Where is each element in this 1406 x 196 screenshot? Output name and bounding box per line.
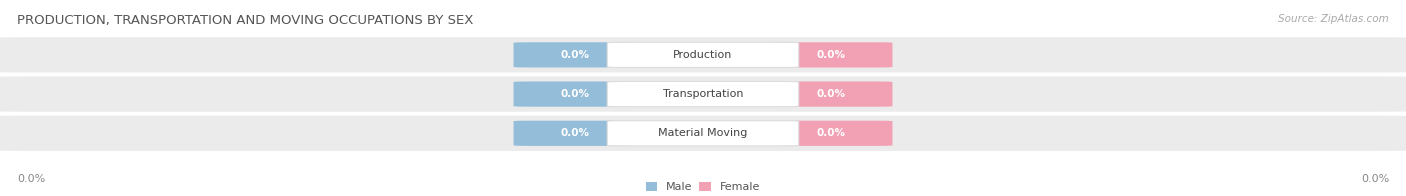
- FancyBboxPatch shape: [770, 82, 893, 107]
- Text: 0.0%: 0.0%: [817, 50, 845, 60]
- FancyBboxPatch shape: [0, 116, 1406, 151]
- FancyBboxPatch shape: [0, 76, 1406, 112]
- Text: 0.0%: 0.0%: [561, 50, 589, 60]
- FancyBboxPatch shape: [0, 37, 1406, 73]
- FancyBboxPatch shape: [770, 121, 893, 146]
- FancyBboxPatch shape: [607, 121, 799, 146]
- FancyBboxPatch shape: [513, 82, 636, 107]
- Text: 0.0%: 0.0%: [1361, 174, 1389, 184]
- Text: 0.0%: 0.0%: [561, 89, 589, 99]
- FancyBboxPatch shape: [607, 42, 799, 67]
- FancyBboxPatch shape: [607, 82, 799, 107]
- Text: Production: Production: [673, 50, 733, 60]
- Text: 0.0%: 0.0%: [561, 128, 589, 138]
- Legend: Male, Female: Male, Female: [647, 182, 759, 192]
- Text: Material Moving: Material Moving: [658, 128, 748, 138]
- Text: PRODUCTION, TRANSPORTATION AND MOVING OCCUPATIONS BY SEX: PRODUCTION, TRANSPORTATION AND MOVING OC…: [17, 14, 474, 27]
- FancyBboxPatch shape: [770, 42, 893, 67]
- Text: 0.0%: 0.0%: [817, 128, 845, 138]
- FancyBboxPatch shape: [513, 121, 636, 146]
- Text: 0.0%: 0.0%: [817, 89, 845, 99]
- Text: 0.0%: 0.0%: [17, 174, 45, 184]
- Text: Transportation: Transportation: [662, 89, 744, 99]
- Text: Source: ZipAtlas.com: Source: ZipAtlas.com: [1278, 14, 1389, 24]
- FancyBboxPatch shape: [513, 42, 636, 67]
